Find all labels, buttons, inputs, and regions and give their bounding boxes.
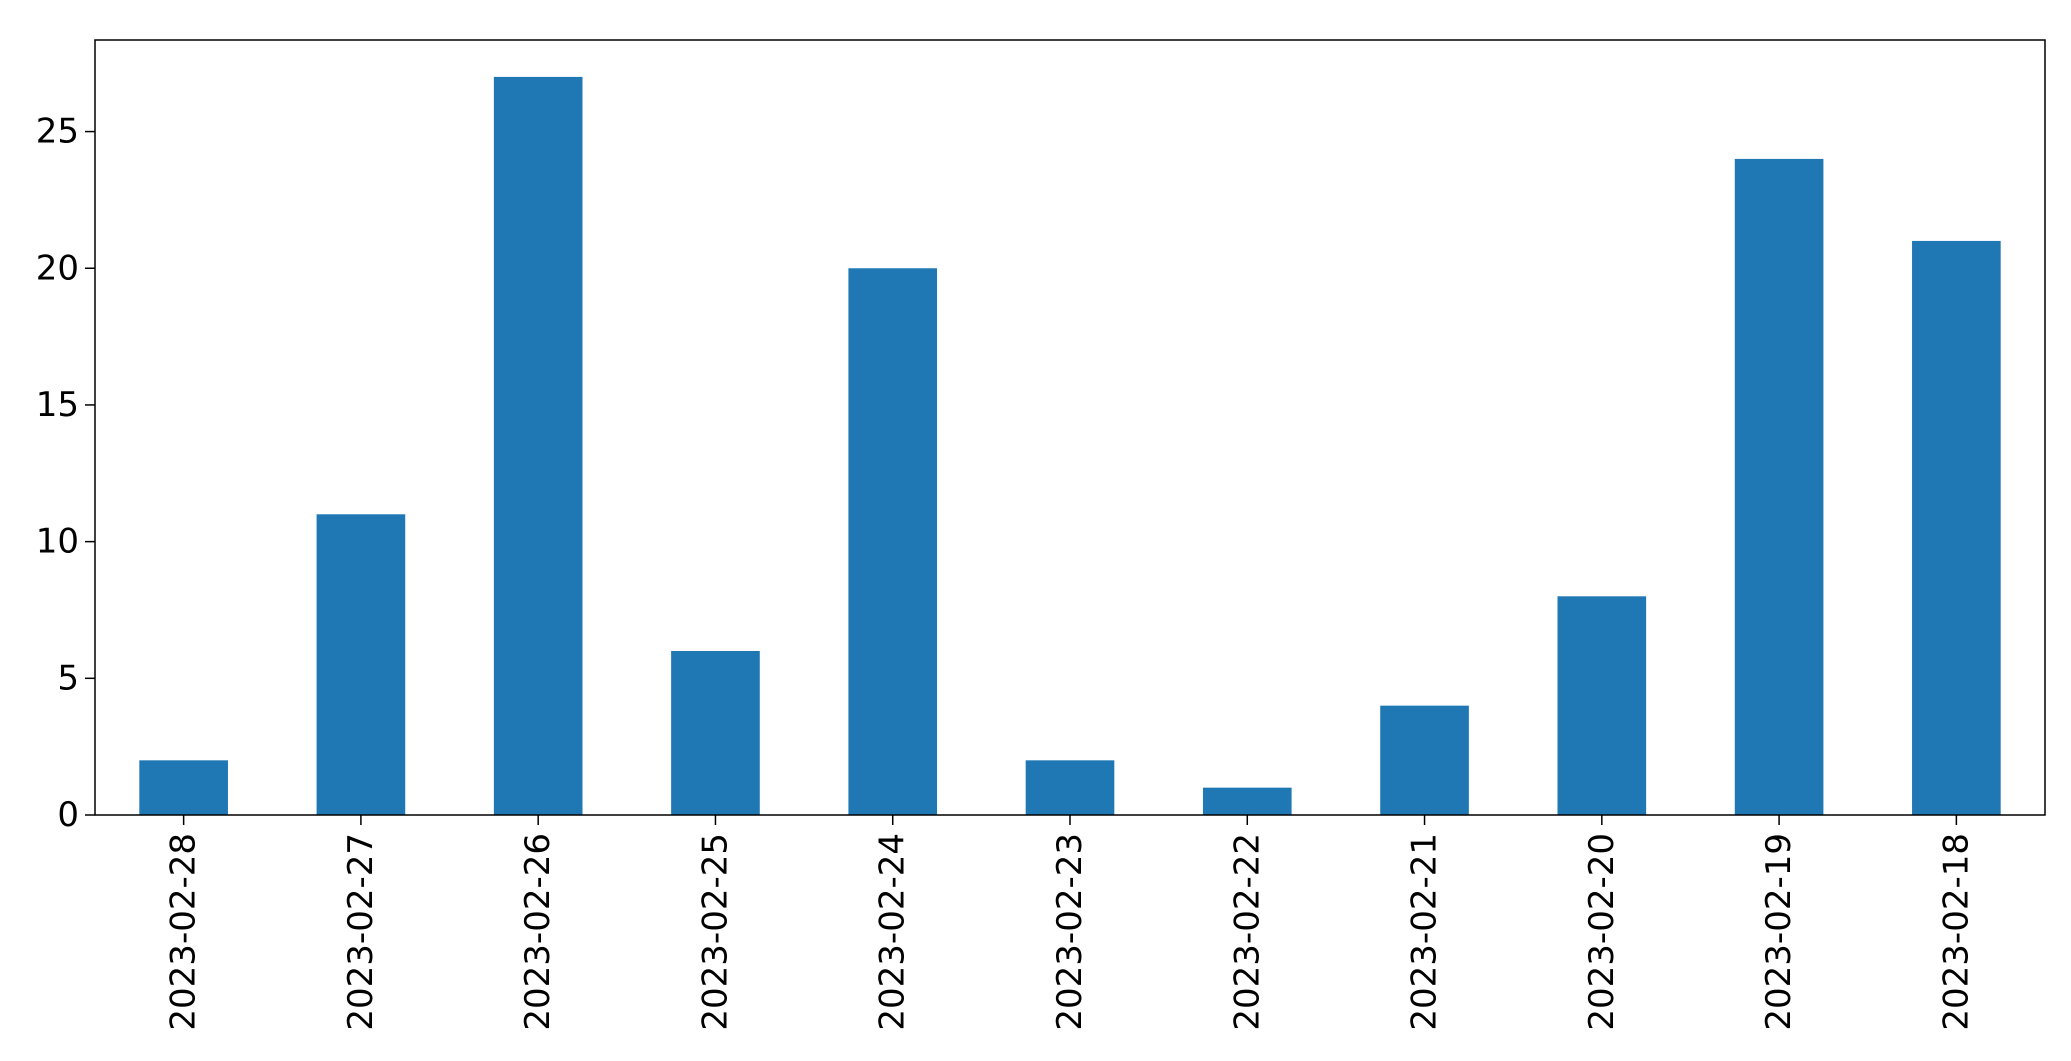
x-tick-label: 2023-02-28 [164,833,204,1031]
x-tick-label: 2023-02-18 [1936,833,1976,1031]
y-tick-label: 0 [57,795,79,835]
x-tick-label: 2023-02-19 [1759,833,1799,1031]
y-tick-label: 5 [57,658,79,698]
y-tick-label: 20 [36,248,79,288]
bar-2023-02-18 [1912,240,2001,816]
bar-2023-02-20 [1557,596,1647,815]
bar-2023-02-21 [1380,705,1469,815]
plot-frame [94,39,2046,816]
x-tick-label: 2023-02-22 [1227,833,1267,1031]
y-tick-label: 25 [36,112,79,152]
bars-group [139,76,2001,816]
y-tick-label: 15 [36,385,79,425]
bar-2023-02-25 [671,650,760,815]
x-tick-label: 2023-02-23 [1050,833,1090,1031]
x-tick-label: 2023-02-24 [873,833,913,1031]
bar-2023-02-27 [316,514,406,815]
bar-2023-02-26 [493,76,583,815]
bar-2023-02-22 [1202,787,1292,815]
y-tick-label: 10 [36,522,79,562]
x-axis: 2023-02-28 2023-02-27 2023-02-26 2023-02-25… [164,815,1976,1031]
x-tick-label: 2023-02-20 [1582,833,1622,1031]
y-axis: 0 5 10 15 20 25 [36,112,95,835]
x-tick-label: 2023-02-21 [1405,833,1445,1031]
bar-2023-02-23 [1025,760,1115,815]
x-tick-label: 2023-02-25 [695,833,735,1031]
x-tick-label: 2023-02-27 [341,833,381,1031]
bar-2023-02-28 [139,760,228,815]
bar-2023-02-19 [1734,158,1824,815]
bar-2023-02-24 [848,268,938,815]
x-tick-label: 2023-02-26 [518,833,558,1031]
